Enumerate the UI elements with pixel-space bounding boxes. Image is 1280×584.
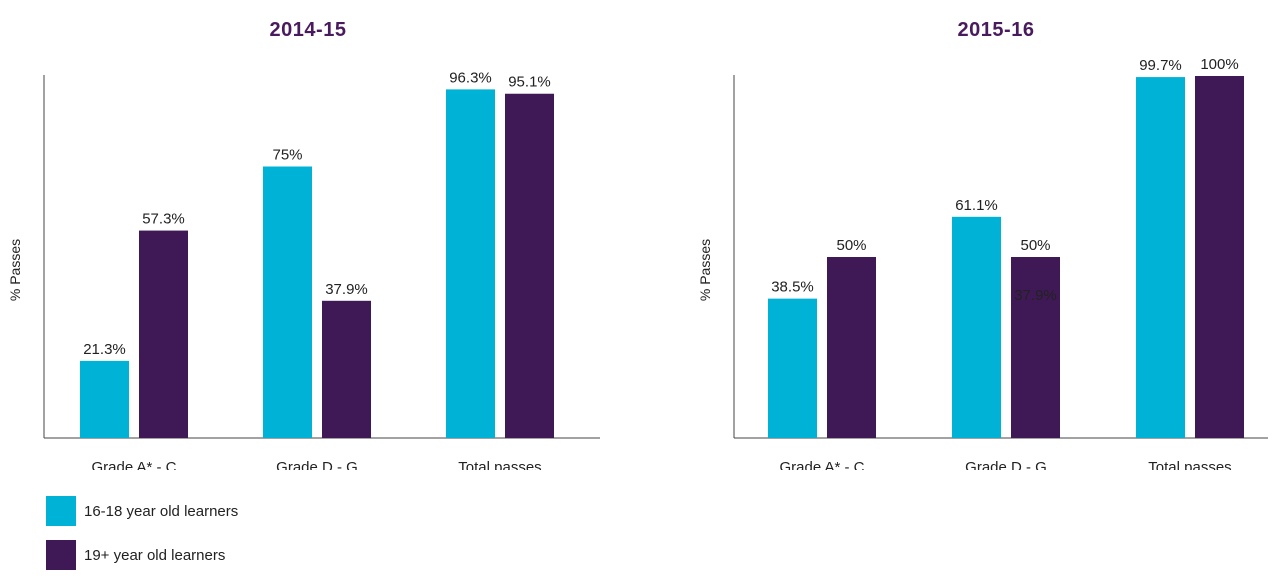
y-axis-label: % Passes [7,239,23,301]
bar [263,166,312,438]
legend-item-19-plus: 19+ year old learners [46,540,238,570]
bar [446,89,495,439]
legend-item-16-18: 16-18 year old learners [46,496,238,526]
data-label: 100% [1200,56,1238,73]
data-label: 50% [1020,237,1050,254]
legend-swatch-16-18 [46,496,76,526]
chart-1: 2015-16 % Passes 38.5% 50% Grade A* - C 61.1%… [697,19,1268,470]
x-tick-label: Grade D - G [965,459,1047,470]
bar [80,360,129,438]
data-label: 37.9% [325,281,368,298]
bar [322,300,371,438]
bar [1011,257,1060,438]
data-label: 75% [272,147,302,164]
x-tick-label: Grade D - G [276,459,358,470]
x-tick-label: Grade A* - C [91,459,176,470]
legend: 16-18 year old learners 19+ year old lea… [46,496,238,584]
x-tick-label: Grade A* - C [779,459,864,470]
chart-0: 2014-15 % Passes 21.3% 57.3% Grade A* - C 75%… [7,19,600,470]
bar [827,257,876,438]
bar [139,230,188,438]
data-label: 96.3% [449,69,492,86]
legend-label-19-plus: 19+ year old learners [84,546,226,564]
bar [1136,77,1185,438]
legend-label-16-18: 16-18 year old learners [84,502,239,520]
bar [952,216,1001,438]
y-axis-label: % Passes [697,239,713,301]
chart-title: 2014-15 [270,19,347,41]
data-label: 38.5% [771,279,814,296]
x-tick-label: Total passes [458,459,541,470]
bar [1195,76,1244,438]
chart-title: 2015-16 [958,19,1035,41]
overlay-label: 37.9% [1014,287,1057,304]
data-label: 50% [836,237,866,254]
data-label: 21.3% [83,341,126,358]
data-label: 95.1% [508,74,551,91]
data-label: 57.3% [142,211,185,228]
data-label: 61.1% [955,197,998,214]
data-label: 99.7% [1139,57,1182,74]
charts-canvas: 2014-15 % Passes 21.3% 57.3% Grade A* - C 75%… [7,19,1268,470]
x-tick-label: Total passes [1148,459,1231,470]
bar [505,93,554,438]
legend-swatch-19-plus [46,540,76,570]
bar [768,298,817,438]
